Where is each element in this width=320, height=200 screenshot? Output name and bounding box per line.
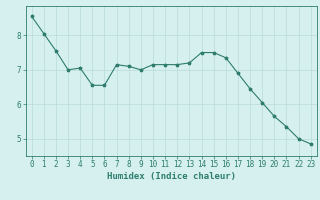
X-axis label: Humidex (Indice chaleur): Humidex (Indice chaleur) bbox=[107, 172, 236, 181]
